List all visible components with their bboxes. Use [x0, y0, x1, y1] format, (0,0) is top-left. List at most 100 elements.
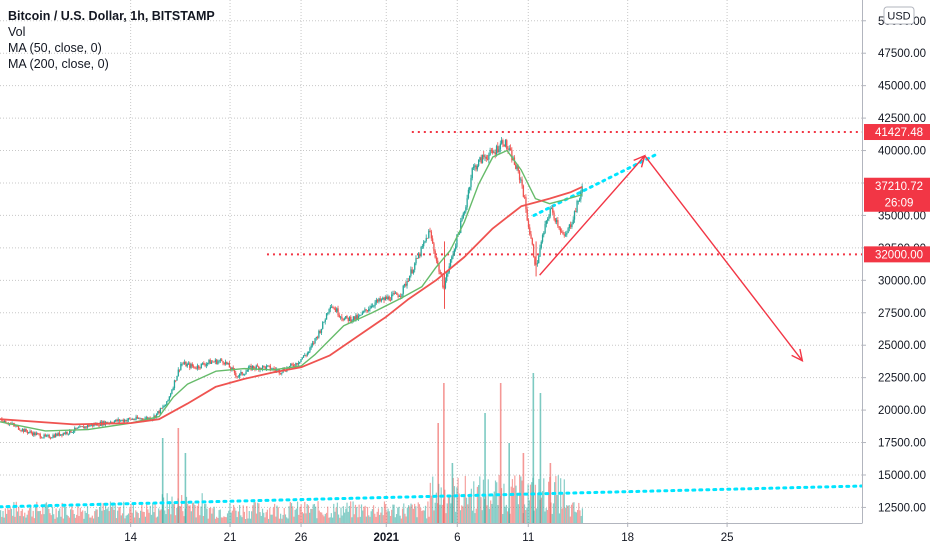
candle-body	[209, 359, 211, 364]
volume-bar	[71, 503, 73, 523]
volume-bar	[66, 514, 68, 523]
symbol-title[interactable]: Bitcoin / U.S. Dollar, 1h, BITSTAMP	[8, 9, 215, 23]
candle-body	[426, 237, 429, 239]
volume-bar	[21, 509, 23, 523]
volume-bar	[235, 510, 237, 523]
volume-bar	[339, 517, 341, 523]
indicator-vol[interactable]: Vol	[8, 25, 26, 39]
candle-body	[132, 419, 135, 420]
candle-body	[67, 433, 70, 435]
volume-bar	[82, 510, 84, 523]
volume-bar	[95, 509, 97, 523]
candle-body	[529, 227, 531, 235]
candle-body	[265, 365, 268, 370]
candle-body	[498, 149, 500, 153]
volume-bar	[100, 502, 102, 523]
candle-body	[572, 219, 574, 224]
candle-body	[154, 415, 156, 418]
candle-body	[486, 158, 489, 160]
candle-body	[51, 437, 53, 439]
candle-body	[88, 425, 90, 427]
volume-bar	[347, 511, 349, 523]
volume-bar	[486, 505, 488, 523]
volume-bar	[148, 512, 150, 523]
volume-bar	[144, 516, 147, 523]
volume-spike	[437, 423, 439, 523]
volume-bar	[527, 484, 529, 523]
candle-body	[178, 369, 181, 371]
volume-bar	[540, 497, 542, 523]
candle-body	[540, 241, 542, 248]
volume-bar	[249, 518, 252, 523]
ma50-line[interactable]	[0, 149, 583, 432]
candle-body	[217, 361, 219, 365]
price-tick-label: 42500.00	[878, 113, 926, 125]
dotted-channel-line[interactable]	[532, 151, 661, 217]
ma200-line[interactable]	[0, 186, 583, 426]
time-axis[interactable]	[0, 523, 862, 550]
volume-bar	[133, 517, 136, 523]
candle-body	[578, 199, 581, 201]
candle-body	[479, 157, 481, 161]
candle-body	[71, 432, 73, 433]
volume-bar	[119, 506, 121, 523]
volume-bar	[171, 496, 173, 523]
volume-bar	[458, 493, 460, 523]
volume-bar	[363, 506, 365, 523]
candle-body	[185, 361, 187, 367]
indicator-ma200[interactable]: MA (200, close, 0)	[8, 57, 109, 71]
candle-body	[300, 359, 302, 362]
plot-area[interactable]	[0, 0, 862, 523]
candle-body	[515, 164, 517, 169]
candle-body	[362, 311, 365, 313]
volume-bar	[453, 486, 456, 523]
volume-bar	[325, 512, 328, 523]
volume-bar	[409, 506, 411, 523]
candle-body	[141, 418, 144, 420]
volume-bar	[575, 512, 577, 523]
volume-bar	[411, 504, 413, 523]
price-tick-label: 22500.00	[878, 373, 926, 385]
support-trend-line[interactable]	[539, 155, 646, 276]
volume-bar	[430, 495, 433, 523]
volume-bar	[191, 503, 194, 523]
volume-bar	[563, 479, 565, 523]
candle-body	[401, 293, 403, 297]
candle-body	[117, 419, 119, 422]
candle-body	[460, 220, 462, 233]
projection-arrow-line[interactable]	[644, 155, 803, 362]
candle-body	[511, 150, 513, 161]
volume-bar	[232, 504, 235, 523]
candle-body	[489, 150, 491, 155]
volume-bar	[118, 507, 120, 523]
volume-bar	[242, 505, 244, 523]
candle-body	[37, 433, 39, 435]
price-tick-label: 45000.00	[878, 81, 926, 93]
volume-bar	[405, 516, 407, 523]
candle-body	[405, 283, 407, 286]
volume-bar	[226, 513, 229, 523]
candle-body	[490, 150, 493, 151]
currency-badge[interactable]	[883, 6, 915, 25]
volume-bar	[328, 517, 330, 523]
candle-body	[334, 308, 337, 312]
candle-body	[526, 209, 528, 221]
candle-body	[524, 196, 526, 198]
volume-bar	[241, 517, 243, 523]
candle-body	[581, 186, 583, 193]
volume-bar	[506, 511, 509, 523]
volume-bar	[251, 511, 253, 523]
volume-bar	[422, 510, 424, 523]
candle-body	[228, 363, 231, 368]
volume-bar	[393, 504, 395, 523]
candle-body	[466, 198, 468, 208]
volume-bar	[372, 505, 375, 523]
candle-body	[66, 431, 68, 434]
candle-body	[58, 432, 61, 436]
candle-body	[24, 429, 26, 432]
indicator-ma50[interactable]: MA (50, close, 0)	[8, 41, 102, 55]
candle-body	[273, 368, 275, 370]
price-axis[interactable]	[862, 0, 932, 550]
candle-body	[389, 300, 392, 301]
